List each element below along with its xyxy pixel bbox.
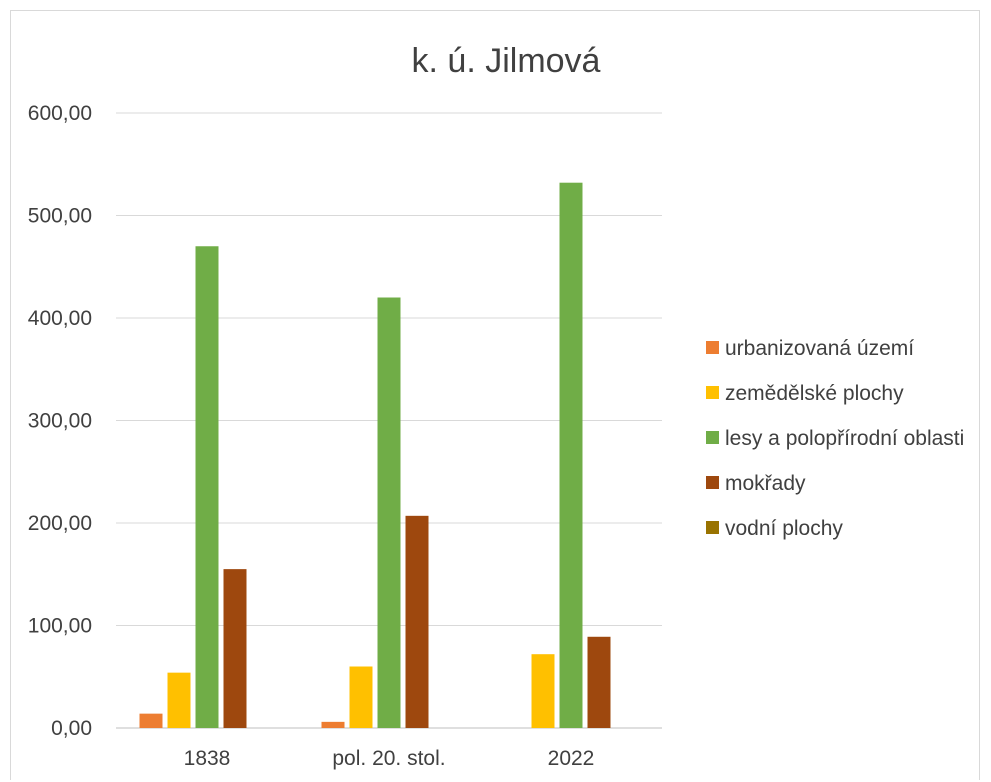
chart-frame: [10, 10, 980, 780]
legend-label: zemědělské plochy: [725, 382, 904, 405]
y-tick-label: 400,00: [28, 307, 92, 330]
bar: [223, 569, 247, 728]
legend-label: mokřady: [725, 472, 806, 495]
bar: [405, 515, 429, 728]
bar: [531, 654, 555, 728]
y-tick-label: 0,00: [51, 717, 92, 740]
bar: [349, 666, 373, 728]
bar: [167, 672, 191, 728]
y-tick-label: 600,00: [28, 102, 92, 125]
chart-title: k. ú. Jilmová: [412, 42, 601, 80]
legend-label: lesy a polopřírodní oblasti: [725, 427, 964, 450]
x-tick-label: 2022: [548, 747, 595, 770]
y-axis-ticks: 0,00 100,00 200,00 300,00 400,00 500,00 600,00: [28, 102, 92, 740]
legend-swatch: [706, 476, 719, 489]
legend-swatch: [706, 386, 719, 399]
legend-label: urbanizovaná území: [725, 337, 914, 360]
y-tick-label: 100,00: [28, 615, 92, 638]
bar: [139, 713, 163, 728]
x-tick-label: 1838: [184, 747, 231, 770]
bar: [377, 297, 401, 728]
bar: [321, 721, 345, 728]
x-axis-ticks: 1838 pol. 20. stol. 2022: [184, 747, 595, 770]
bar: [195, 246, 219, 728]
x-tick-label: pol. 20. stol.: [332, 747, 445, 770]
legend-swatch: [706, 431, 719, 444]
bars: [139, 182, 611, 728]
bar: [559, 182, 583, 728]
bar: [587, 636, 611, 728]
legend-swatch: [706, 341, 719, 354]
y-tick-label: 200,00: [28, 512, 92, 535]
y-tick-label: 300,00: [28, 410, 92, 433]
legend: urbanizovaná území zemědělské plochy lesy …: [706, 337, 964, 540]
legend-swatch: [706, 521, 719, 534]
y-tick-label: 500,00: [28, 205, 92, 228]
legend-label: vodní plochy: [725, 517, 843, 540]
